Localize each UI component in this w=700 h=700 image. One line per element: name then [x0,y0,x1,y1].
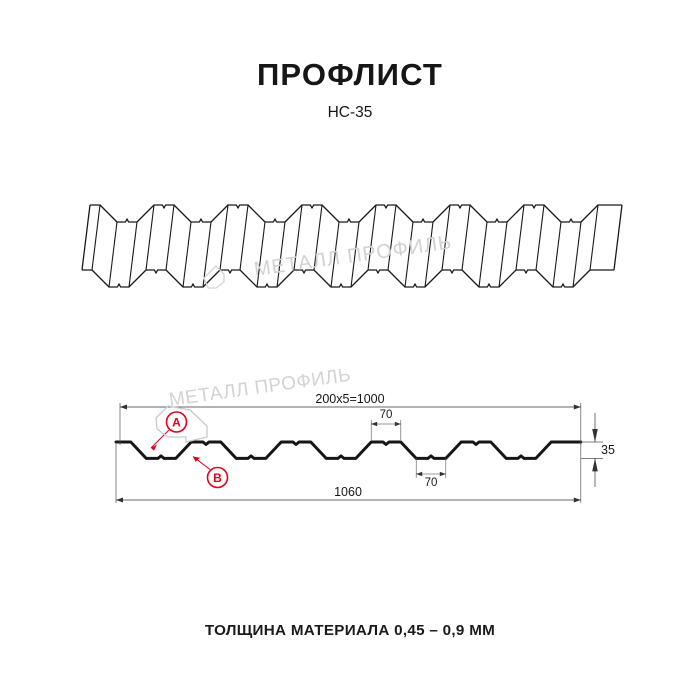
svg-text:B: B [213,471,222,485]
svg-text:70: 70 [425,477,438,489]
svg-text:A: A [172,416,181,430]
svg-text:35: 35 [601,443,615,457]
svg-text:1060: 1060 [334,485,362,499]
svg-text:70: 70 [380,409,393,421]
svg-text:200x5=1000: 200x5=1000 [315,392,384,406]
